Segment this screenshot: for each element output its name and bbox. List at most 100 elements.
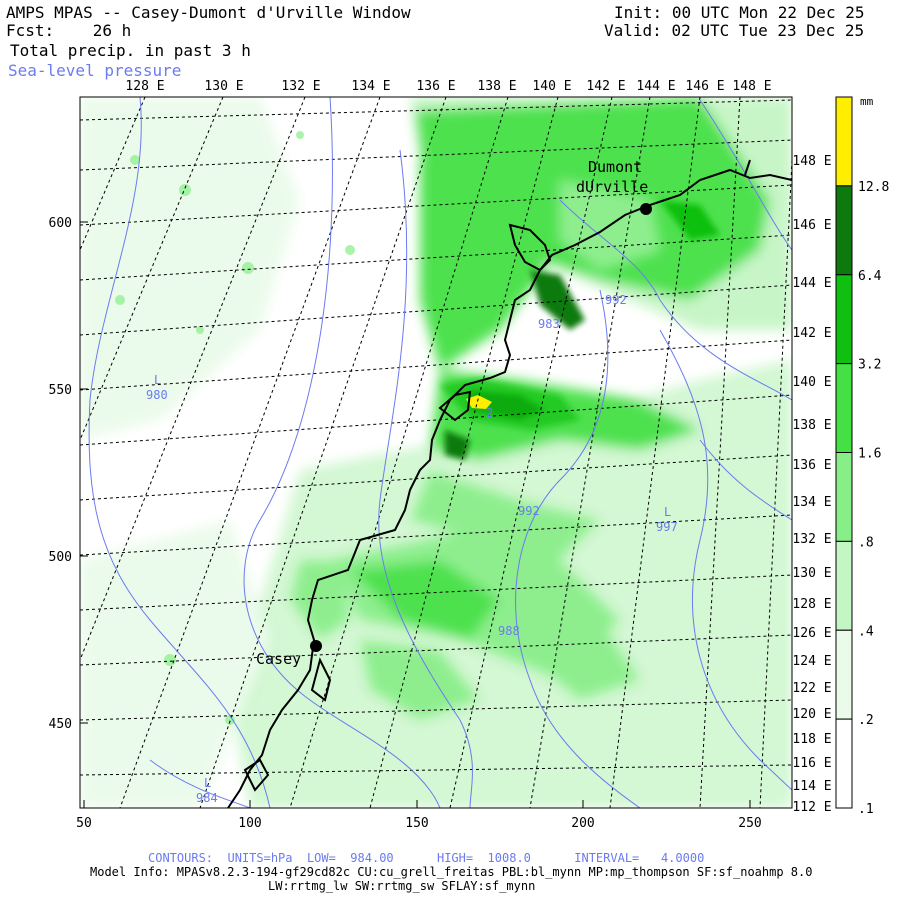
- low-value-2: 984: [196, 791, 218, 805]
- dumont-label-line1: Dumont: [588, 158, 642, 176]
- valid-label: Valid:: [604, 21, 662, 40]
- right-lon-label: 140 E: [792, 375, 831, 390]
- colorbar-segment: [835, 185, 853, 276]
- dumont-station-marker: [640, 203, 652, 215]
- right-lon-label: 122 E: [792, 681, 831, 696]
- dumont-label-line2: dUrville: [576, 178, 648, 196]
- init-time: Init: 00 UTC Mon 22 Dec 25: [614, 4, 864, 22]
- contour-label-983: 983: [538, 317, 560, 331]
- bottom-tick-label: 150: [405, 816, 428, 831]
- precip-shading: [80, 97, 792, 808]
- colorbar-level-label: 6.4: [858, 269, 882, 284]
- low-value-3: 997: [656, 520, 678, 534]
- fcst-label: Fcst:: [6, 21, 55, 40]
- top-lon-label: 140 E: [532, 79, 571, 94]
- top-lon-label: 136 E: [416, 79, 455, 94]
- colorbar-segment: [835, 274, 853, 365]
- top-lon-label: 144 E: [636, 79, 675, 94]
- casey-label: Casey: [256, 650, 301, 668]
- model-info-line2: LW:rrtmg_lw SW:rrtmg_sw SFLAY:sf_mynn: [268, 879, 536, 893]
- contour-label-988: 988: [498, 624, 520, 638]
- pressure-contours: [88, 97, 792, 808]
- top-lon-label: 142 E: [586, 79, 625, 94]
- left-y-axis: 600 550 500 450: [49, 216, 88, 732]
- right-lon-label: 114 E: [792, 779, 831, 794]
- right-longitude-axis: 148 E 146 E 144 E 142 E 140 E 138 E 136 E 134 E…: [792, 154, 831, 815]
- low-label-2: L: [204, 776, 211, 790]
- colorbar-segment: [835, 718, 853, 809]
- map-plot-area: [80, 97, 792, 808]
- graticule: [80, 97, 792, 808]
- low-label-1: L: [154, 373, 161, 387]
- left-tick-label: 450: [49, 717, 72, 732]
- valid-value: 02 UTC Tue 23 Dec 25: [671, 21, 865, 40]
- right-lon-label: 146 E: [792, 218, 831, 233]
- bottom-tick-label: 200: [571, 816, 594, 831]
- model-info: Model Info: MPASv8.2.3-194-gf29cd82c CU:…: [90, 865, 813, 879]
- right-lon-label: 138 E: [792, 418, 831, 433]
- right-lon-label: 126 E: [792, 626, 831, 641]
- colorbar-level-label: 12.8: [858, 180, 889, 195]
- coastline: [227, 159, 792, 808]
- colorbar-level-label: .8: [858, 535, 874, 550]
- top-lon-label: 134 E: [351, 79, 390, 94]
- top-lon-label: 138 E: [477, 79, 516, 94]
- bottom-tick-label: 50: [76, 816, 92, 831]
- right-lon-label: 134 E: [792, 495, 831, 510]
- colorbar-segment: [835, 96, 853, 187]
- top-lon-label: 128 E: [125, 79, 164, 94]
- left-tick-label: 500: [49, 550, 72, 565]
- field-name-precip: Total precip. in past 3 h: [10, 41, 251, 60]
- forecast-hour: Fcst: 26 h: [6, 22, 131, 40]
- contour-label-2: 2: [486, 406, 493, 420]
- right-lon-label: 118 E: [792, 732, 831, 747]
- colorbar-segment: [835, 452, 853, 542]
- right-lon-label: 124 E: [792, 654, 831, 669]
- bottom-x-axis: 50 100 150 200 250: [76, 800, 762, 831]
- right-lon-label: 148 E: [792, 154, 831, 169]
- top-lon-label: 146 E: [685, 79, 724, 94]
- right-lon-label: 116 E: [792, 756, 831, 771]
- colorbar-segment: [835, 629, 853, 720]
- top-lon-label: 148 E: [732, 79, 771, 94]
- contour-label-992b: 992: [605, 293, 627, 307]
- precip-max-yellow: [466, 395, 492, 409]
- colorbar-level-label: 3.2: [858, 358, 881, 373]
- right-lon-label: 142 E: [792, 326, 831, 341]
- valid-time: Valid: 02 UTC Tue 23 Dec 25: [604, 22, 864, 40]
- colorbar-segment: [835, 540, 853, 631]
- init-value: 00 UTC Mon 22 Dec 25: [671, 3, 865, 22]
- bottom-tick-label: 100: [238, 816, 261, 831]
- colorbar-level-label: .2: [858, 713, 874, 728]
- top-longitude-axis: 128 E 130 E 132 E 134 E 136 E 138 E 140 E 142 E…: [125, 79, 771, 94]
- right-lon-label: 130 E: [792, 566, 831, 581]
- top-lon-label: 130 E: [204, 79, 243, 94]
- contours-info: CONTOURS: UNITS=hPa LOW= 984.00 HIGH= 10…: [148, 851, 705, 865]
- left-tick-label: 600: [49, 216, 72, 231]
- bottom-tick-label: 250: [738, 816, 761, 831]
- low-value-1: 980: [146, 388, 168, 402]
- right-lon-label: 120 E: [792, 707, 831, 722]
- right-lon-label: 136 E: [792, 458, 831, 473]
- plot-frame: [79, 96, 793, 809]
- right-lon-label: 144 E: [792, 276, 831, 291]
- colorbar-level-label: .4: [858, 624, 874, 639]
- fcst-value: 26 h: [92, 21, 132, 40]
- right-lon-label: 128 E: [792, 597, 831, 612]
- colorbar-level-label: 1.6: [858, 447, 881, 462]
- field-name-slp: Sea-level pressure: [8, 61, 182, 80]
- top-lon-label: 132 E: [281, 79, 320, 94]
- right-lon-label: 112 E: [792, 800, 831, 815]
- left-tick-label: 550: [49, 383, 72, 398]
- colorbar-level-label: .1: [858, 802, 874, 817]
- precip-colorbar: mm 12.8 6.4 3.2 1.6 .8 .4 .2 .1: [835, 95, 889, 817]
- model-title: AMPS MPAS -- Casey-Dumont d'Urville Wind…: [6, 3, 411, 22]
- colorbar-segment: [835, 363, 853, 453]
- pressure-labels: L 980 L 984 L 997 992 992 988 983 2: [146, 293, 678, 805]
- colorbar-unit: mm: [860, 95, 874, 108]
- casey-station-marker: [310, 640, 322, 652]
- contour-label-992a: 992: [518, 504, 540, 518]
- low-label-3: L: [664, 505, 671, 519]
- right-lon-label: 132 E: [792, 532, 831, 547]
